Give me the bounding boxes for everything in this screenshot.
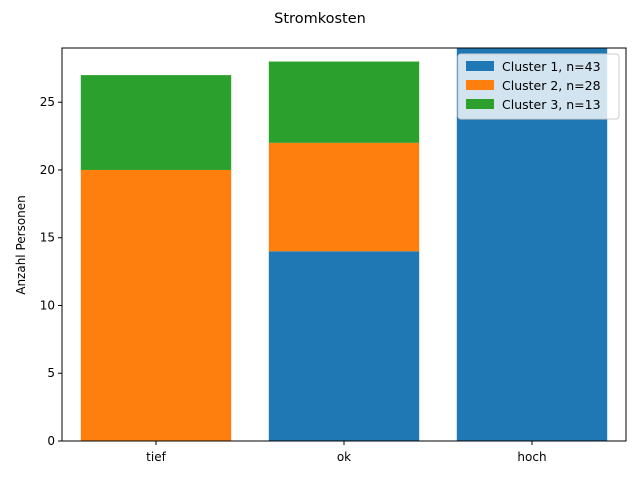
y-axis-label: Anzahl Personen [14,195,28,295]
y-tick-label: 20 [40,163,55,177]
bars-layer [80,48,608,441]
legend-label-series-2: Cluster 2, n=28 [502,78,601,93]
x-tick-label-ok: ok [337,450,351,464]
legend-swatch-series-1 [466,61,494,71]
y-tick-label: 15 [40,231,55,245]
legend-label-series-1: Cluster 1, n=43 [502,59,601,74]
legend-label-series-3: Cluster 3, n=13 [502,97,601,112]
bar-tief-series-3 [80,75,232,170]
legend-box [457,53,620,120]
legend-swatch-series-3 [466,99,494,109]
y-tick-label: 10 [40,298,55,312]
bar-ok-series-1 [268,251,420,441]
legend: Cluster 1, n=43 Cluster 2, n=28 Cluster 3,… [457,53,620,120]
x-tick-label-hoch: hoch [517,450,546,464]
y-tick-label: 0 [47,434,55,448]
bar-ok-series-3 [268,61,420,143]
chart-title: Stromkosten [274,11,366,27]
bar-ok-series-2 [268,142,420,252]
y-tick-label: 5 [47,366,55,380]
y-tick-label: 25 [40,95,55,109]
bar-tief-series-2 [80,169,232,441]
x-tick-label-tief: tief [146,450,166,464]
legend-swatch-series-2 [466,80,494,90]
axes-layer: 0 5 10 15 20 25 tief ok hoch [40,47,627,464]
